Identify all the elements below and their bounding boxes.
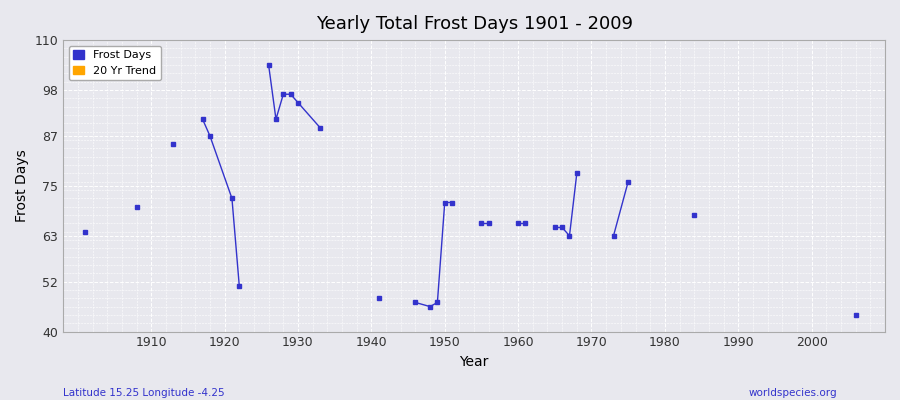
Legend: Frost Days, 20 Yr Trend: Frost Days, 20 Yr Trend [68,46,161,80]
Text: Latitude 15.25 Longitude -4.25: Latitude 15.25 Longitude -4.25 [63,388,225,398]
Y-axis label: Frost Days: Frost Days [15,150,29,222]
X-axis label: Year: Year [459,355,489,369]
Title: Yearly Total Frost Days 1901 - 2009: Yearly Total Frost Days 1901 - 2009 [316,15,633,33]
Text: worldspecies.org: worldspecies.org [749,388,837,398]
